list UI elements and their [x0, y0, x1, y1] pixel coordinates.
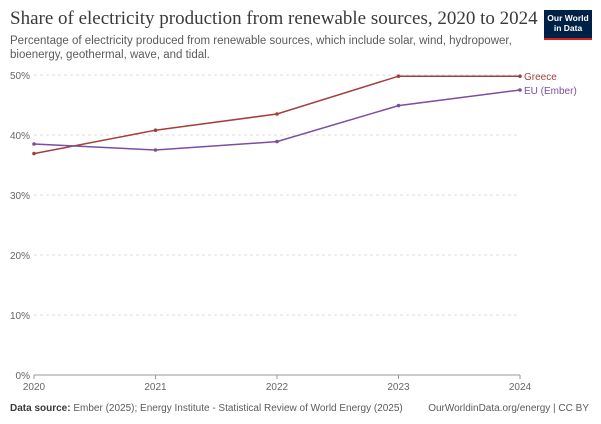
- y-tick-label: 40%: [10, 131, 30, 142]
- line-chart: 0% 10% 20% 30% 40% 50% 2020 2021 2022 2023 2024 Gre…: [10, 71, 577, 393]
- data-point: [275, 112, 279, 116]
- x-tick-label: 2020: [23, 382, 46, 393]
- y-tick-label: 0%: [16, 371, 31, 382]
- data-point: [396, 74, 401, 78]
- source-text: Ember (2025); Energy Institute - Statist…: [73, 403, 403, 414]
- y-tick-label: 10%: [10, 311, 30, 322]
- x-tick-label: 2023: [387, 382, 410, 393]
- source-label: Data source:: [10, 403, 71, 414]
- series-label: Greece: [524, 72, 557, 83]
- data-point: [275, 139, 279, 144]
- logo-line-2: in Data: [553, 23, 583, 33]
- data-point: [153, 148, 158, 152]
- y-tick-label: 50%: [10, 71, 30, 82]
- data-point: [32, 151, 36, 156]
- data-point: [518, 88, 522, 92]
- credit-link[interactable]: OurWorldinData.org/energy | CC BY: [428, 403, 589, 414]
- logo-line-1: Our World: [547, 13, 589, 23]
- data-point: [153, 128, 158, 132]
- data-point: [32, 142, 36, 146]
- x-tick-label: 2021: [144, 382, 167, 393]
- data-point: [518, 74, 522, 78]
- data-source: Data source: Ember (2025); Energy Instit…: [10, 403, 403, 414]
- x-tick-label: 2022: [266, 382, 289, 393]
- data-point: [396, 103, 401, 108]
- series-label: EU (Ember): [524, 86, 577, 97]
- owid-logo[interactable]: Our World in Data: [544, 10, 592, 40]
- y-tick-label: 30%: [10, 191, 30, 202]
- chart-subtitle: Percentage of electricity produced from …: [10, 35, 512, 61]
- y-tick-label: 20%: [10, 251, 30, 262]
- x-tick-label: 2024: [509, 382, 532, 393]
- chart-title: Share of electricity production from ren…: [10, 8, 538, 29]
